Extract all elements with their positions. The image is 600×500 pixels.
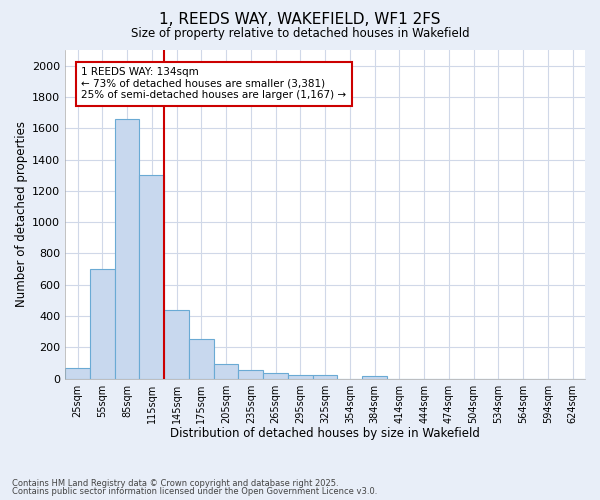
Text: Size of property relative to detached houses in Wakefield: Size of property relative to detached ho… <box>131 28 469 40</box>
Text: Contains HM Land Registry data © Crown copyright and database right 2025.: Contains HM Land Registry data © Crown c… <box>12 478 338 488</box>
Text: Contains public sector information licensed under the Open Government Licence v3: Contains public sector information licen… <box>12 487 377 496</box>
X-axis label: Distribution of detached houses by size in Wakefield: Distribution of detached houses by size … <box>170 427 480 440</box>
Bar <box>90 269 115 378</box>
Bar <box>164 310 189 378</box>
Bar <box>362 376 387 378</box>
Y-axis label: Number of detached properties: Number of detached properties <box>15 122 28 308</box>
Bar <box>65 368 90 378</box>
Text: 1 REEDS WAY: 134sqm
← 73% of detached houses are smaller (3,381)
25% of semi-det: 1 REEDS WAY: 134sqm ← 73% of detached ho… <box>81 67 346 100</box>
Bar <box>189 340 214 378</box>
Bar <box>139 175 164 378</box>
Bar <box>288 374 313 378</box>
Bar <box>238 370 263 378</box>
Bar <box>313 376 337 378</box>
Bar <box>115 119 139 378</box>
Text: 1, REEDS WAY, WAKEFIELD, WF1 2FS: 1, REEDS WAY, WAKEFIELD, WF1 2FS <box>159 12 441 28</box>
Bar <box>214 364 238 378</box>
Bar <box>263 373 288 378</box>
